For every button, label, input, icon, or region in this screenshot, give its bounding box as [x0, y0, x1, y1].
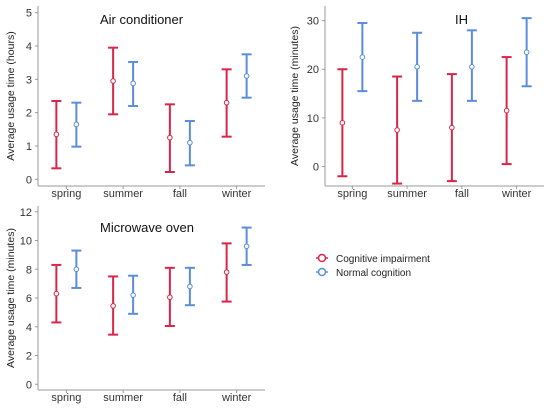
y-axis-label: Average usage time (hours) [5, 31, 17, 160]
legend-swatch-marker [317, 253, 327, 263]
chart-panel-3: 0 2 4 6 8 10 12 spring summer fall winter Average u… [5, 206, 265, 404]
mean-point [53, 131, 60, 138]
mean-point [73, 266, 80, 273]
mean-point [53, 290, 60, 297]
x-tick-label: spring [51, 188, 81, 200]
y-axis-label: Average usage time (minutes) [289, 26, 301, 166]
x-tick-label: fall [173, 188, 187, 200]
mean-point [523, 49, 530, 56]
y-tick-label: 4 [26, 41, 32, 53]
chart-title: IH [455, 12, 468, 27]
chart-panel-1: 0 1 2 3 4 5 spring summer fall winter Average usag… [5, 6, 265, 200]
y-tick-label: 10 [307, 113, 319, 125]
mean-point [339, 119, 346, 126]
y-tick-label: 4 [26, 322, 32, 334]
mean-point [394, 127, 400, 133]
y-tick-label: 2 [26, 108, 32, 120]
y-axis-label: Average usage time (minutes) [5, 228, 17, 368]
mean-point [223, 269, 230, 275]
mean-point [223, 99, 230, 106]
y-tick-label: 8 [26, 264, 32, 276]
mean-point [73, 121, 80, 128]
legend-label: Normal cognition [336, 268, 411, 279]
chart-title: Microwave oven [100, 220, 194, 235]
y-tick-label: 1 [26, 141, 32, 153]
x-tick-label: fall [455, 188, 469, 200]
y-tick-label: 2 [26, 351, 32, 363]
mean-point [414, 64, 420, 70]
x-tick-label: summer [103, 392, 143, 404]
y-tick-label: 0 [313, 162, 319, 174]
y-tick-label: 5 [26, 8, 32, 20]
y-tick-label: 30 [307, 16, 319, 28]
mean-point [503, 107, 510, 114]
x-tick-label: summer [387, 188, 427, 200]
mean-point [167, 294, 173, 301]
y-tick-label: 0 [26, 174, 32, 186]
mean-point [187, 283, 193, 290]
chart-title: Air conditioner [100, 12, 184, 27]
x-tick-label: winter [221, 392, 252, 404]
mean-point [110, 303, 116, 309]
legend-label: Cognitive impairment [336, 254, 430, 265]
legend: Cognitive impairment Normal cognition [316, 253, 430, 279]
mean-point [243, 243, 250, 250]
y-tick-label: 12 [20, 207, 32, 219]
mean-point [167, 134, 173, 141]
x-tick-label: fall [173, 392, 187, 404]
y-tick-label: 20 [307, 64, 319, 76]
x-tick-label: spring [51, 392, 81, 404]
mean-point [449, 124, 455, 131]
mean-point [130, 80, 136, 87]
mean-point [243, 73, 250, 79]
mean-point [110, 78, 116, 84]
x-tick-label: summer [103, 188, 143, 200]
y-tick-label: 6 [26, 293, 32, 305]
mean-point [469, 64, 475, 70]
y-tick-label: 3 [26, 74, 32, 86]
legend-swatch-marker [317, 267, 327, 277]
y-tick-label: 0 [26, 379, 32, 391]
mean-point [130, 292, 136, 298]
x-tick-label: spring [337, 188, 367, 200]
y-tick-label: 10 [20, 236, 32, 248]
x-tick-label: winter [501, 188, 532, 200]
chart-panel-2: 0 10 20 30 spring summer fall winter Average usa… [289, 6, 544, 200]
mean-point [187, 139, 193, 146]
mean-point [359, 54, 366, 60]
x-tick-label: winter [221, 188, 252, 200]
